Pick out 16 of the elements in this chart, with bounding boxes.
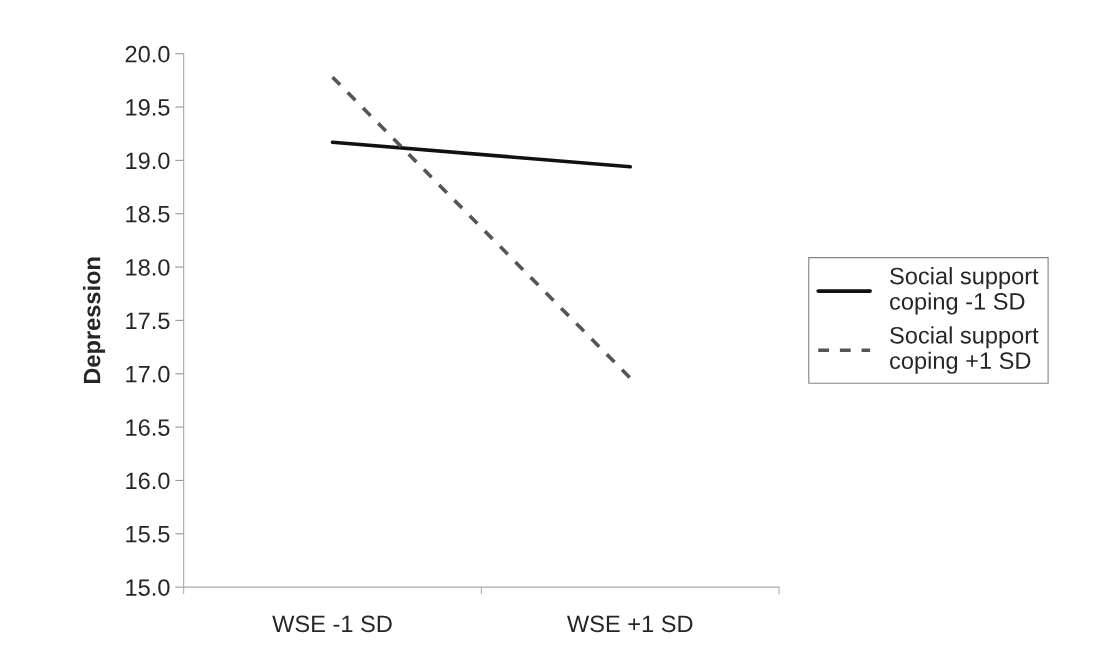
y-tick-label: 15.0 (126, 579, 170, 596)
y-tick-label: 17.5 (126, 312, 170, 330)
y-axis-title: Depression (83, 257, 106, 384)
y-tick-label: 18.0 (126, 259, 170, 276)
y-tick-label: 19.0 (126, 152, 170, 170)
legend-label: Social support coping -1 SD (890, 267, 1039, 315)
y-tick-label: 19.5 (126, 99, 170, 116)
x-tick-label: WSE +1 SD (567, 615, 693, 633)
y-tick-label: 20.0 (125, 45, 170, 63)
y-tick-label: 15.5 (126, 526, 170, 543)
y-tick-label: 18.5 (126, 205, 170, 223)
x-tick-label: WSE -1 SD (272, 615, 392, 633)
legend-label: Social support coping +1 SD (890, 326, 1039, 374)
y-tick-label: 17.0 (126, 365, 170, 383)
y-tick-label: 16.0 (126, 472, 170, 490)
y-tick-label: 16.5 (126, 419, 170, 436)
